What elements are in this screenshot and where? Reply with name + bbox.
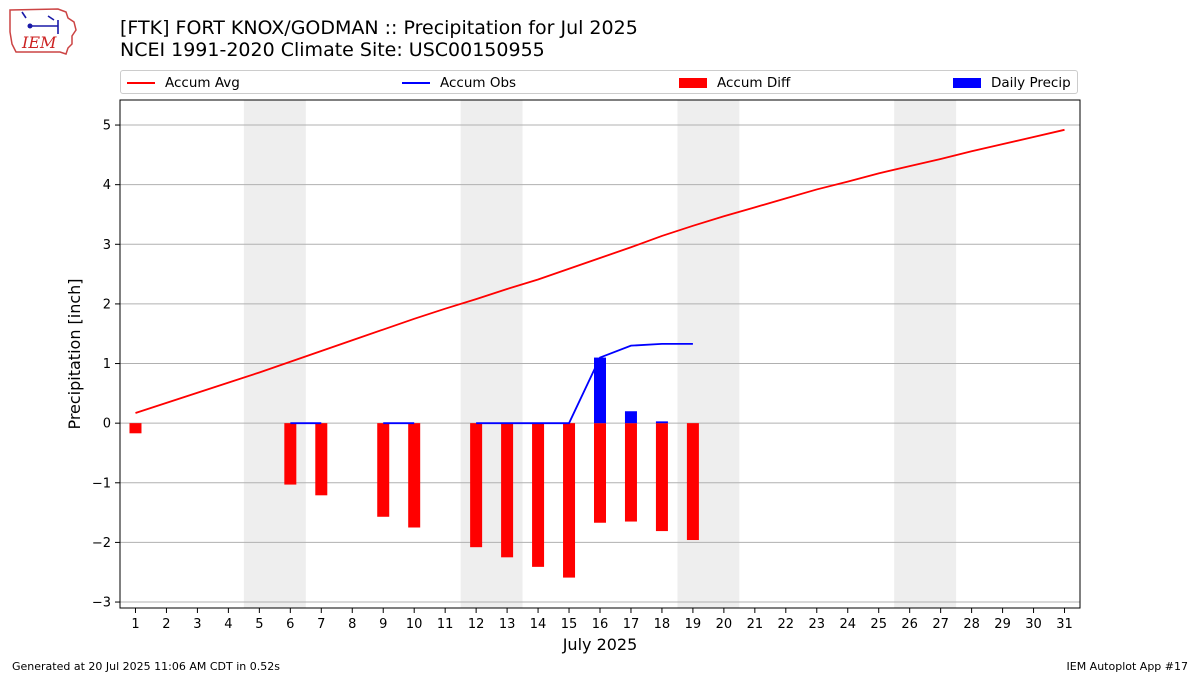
x-tick-label-12: 12 bbox=[468, 617, 485, 632]
legend-item-daily-precip: Daily Precip bbox=[953, 74, 1071, 92]
legend-label-accum-diff: Accum Diff bbox=[717, 75, 791, 91]
y-tick-label-0: 0 bbox=[103, 417, 111, 432]
x-tick-label-6: 6 bbox=[286, 617, 294, 632]
legend-item-accum-diff: Accum Diff bbox=[679, 74, 790, 92]
y-axis-label: Precipitation [inch] bbox=[65, 278, 84, 429]
footer-generated: Generated at 20 Jul 2025 11:06 AM CDT in… bbox=[12, 660, 280, 673]
footer-app: IEM Autoplot App #17 bbox=[1066, 660, 1189, 673]
chart-title: [FTK] FORT KNOX/GODMAN :: Precipitation … bbox=[120, 17, 638, 39]
accum-obs-line-segment-3 bbox=[476, 342, 693, 425]
y-tick-label-2: 2 bbox=[103, 297, 111, 312]
y-tick-label-3: 3 bbox=[103, 238, 111, 253]
legend-item-accum-avg: Accum Avg bbox=[127, 74, 240, 92]
x-tick-label-1: 1 bbox=[131, 617, 139, 632]
x-tick-label-7: 7 bbox=[317, 617, 325, 632]
x-tick-label-2: 2 bbox=[162, 617, 170, 632]
accum-diff-bar-day-17 bbox=[624, 423, 637, 522]
accum-diff-bar-day-12 bbox=[470, 423, 483, 548]
logo-text: IEM bbox=[21, 33, 57, 52]
x-tick-label-19: 19 bbox=[685, 617, 702, 632]
x-tick-label-20: 20 bbox=[716, 617, 733, 632]
anemometer-icon bbox=[27, 23, 33, 29]
y-tick-label-neg3: −3 bbox=[92, 596, 111, 611]
weekend-shade-1 bbox=[243, 100, 306, 608]
x-tick-label-16: 16 bbox=[592, 617, 609, 632]
legend-swatch-accum-obs bbox=[402, 82, 430, 84]
accum-diff-bar-day-16 bbox=[594, 423, 606, 523]
legend-label-accum-avg: Accum Avg bbox=[165, 75, 240, 91]
accum-diff-bar-day-1 bbox=[129, 423, 142, 434]
y-tick-label-4: 4 bbox=[103, 178, 111, 193]
accum-diff-bar-day-18 bbox=[655, 423, 668, 532]
legend-label-accum-obs: Accum Obs bbox=[440, 75, 517, 91]
accum-diff-bar-day-9 bbox=[377, 423, 390, 517]
legend-swatch-daily-precip bbox=[953, 78, 981, 88]
accum-avg-line bbox=[135, 128, 1065, 414]
y-tick-label-neg2: −2 bbox=[92, 536, 111, 551]
accum-diff-bar-day-6 bbox=[284, 423, 297, 485]
x-tick-label-9: 9 bbox=[379, 617, 387, 632]
x-tick-label-13: 13 bbox=[499, 617, 516, 632]
y-tick-label-neg1: −1 bbox=[92, 476, 111, 491]
weather-instrument-icon bbox=[21, 11, 59, 34]
y-tick-label-5: 5 bbox=[103, 119, 111, 134]
weekend-shade-4 bbox=[894, 100, 957, 608]
x-tick-label-28: 28 bbox=[963, 617, 980, 632]
accum-diff-bar-day-13 bbox=[501, 423, 514, 558]
x-tick-label-3: 3 bbox=[193, 617, 201, 632]
x-tick-label-27: 27 bbox=[932, 617, 949, 632]
chart-subtitle: NCEI 1991-2020 Climate Site: USC00150955 bbox=[120, 39, 545, 61]
x-tick-label-22: 22 bbox=[778, 617, 795, 632]
x-tick-label-21: 21 bbox=[747, 617, 764, 632]
weekend-shade-2 bbox=[460, 100, 523, 608]
accum-diff-bar-day-10 bbox=[408, 423, 421, 528]
x-tick-label-29: 29 bbox=[994, 617, 1011, 632]
weekend-shade-3 bbox=[677, 100, 740, 608]
daily-precip-bar-day-18 bbox=[655, 421, 668, 424]
x-tick-label-31: 31 bbox=[1056, 617, 1073, 632]
legend: Accum Avg Accum Obs Accum Diff Daily Pre… bbox=[120, 70, 1078, 94]
accum-diff-bar-day-19 bbox=[686, 423, 699, 541]
x-tick-label-5: 5 bbox=[255, 617, 263, 632]
x-tick-label-11: 11 bbox=[437, 617, 454, 632]
daily-precip-bar-day-17 bbox=[624, 411, 637, 424]
x-tick-label-17: 17 bbox=[623, 617, 640, 632]
x-axis-label: July 2025 bbox=[562, 635, 638, 654]
accum-diff-bar-day-15 bbox=[563, 423, 576, 578]
x-tick-label-24: 24 bbox=[839, 617, 856, 632]
daily-precip-bar-day-16 bbox=[594, 357, 606, 424]
legend-swatch-accum-avg bbox=[127, 82, 155, 84]
x-tick-label-10: 10 bbox=[406, 617, 423, 632]
x-tick-label-8: 8 bbox=[348, 617, 356, 632]
x-tick-label-26: 26 bbox=[901, 617, 918, 632]
iowa-state-outline bbox=[9, 8, 77, 55]
x-tick-label-23: 23 bbox=[809, 617, 826, 632]
x-tick-label-25: 25 bbox=[870, 617, 887, 632]
legend-label-daily-precip: Daily Precip bbox=[991, 75, 1071, 91]
accum-diff-bar-day-14 bbox=[532, 423, 545, 567]
legend-item-accum-obs: Accum Obs bbox=[402, 74, 516, 92]
accum-diff-bar-day-7 bbox=[315, 423, 328, 496]
x-tick-label-18: 18 bbox=[654, 617, 671, 632]
x-tick-label-14: 14 bbox=[530, 617, 547, 632]
x-tick-label-4: 4 bbox=[224, 617, 232, 632]
iem-logo: IEM bbox=[9, 8, 77, 55]
x-tick-label-30: 30 bbox=[1025, 617, 1042, 632]
x-tick-label-15: 15 bbox=[561, 617, 578, 632]
legend-swatch-accum-diff bbox=[679, 78, 707, 88]
y-tick-label-1: 1 bbox=[103, 357, 111, 372]
